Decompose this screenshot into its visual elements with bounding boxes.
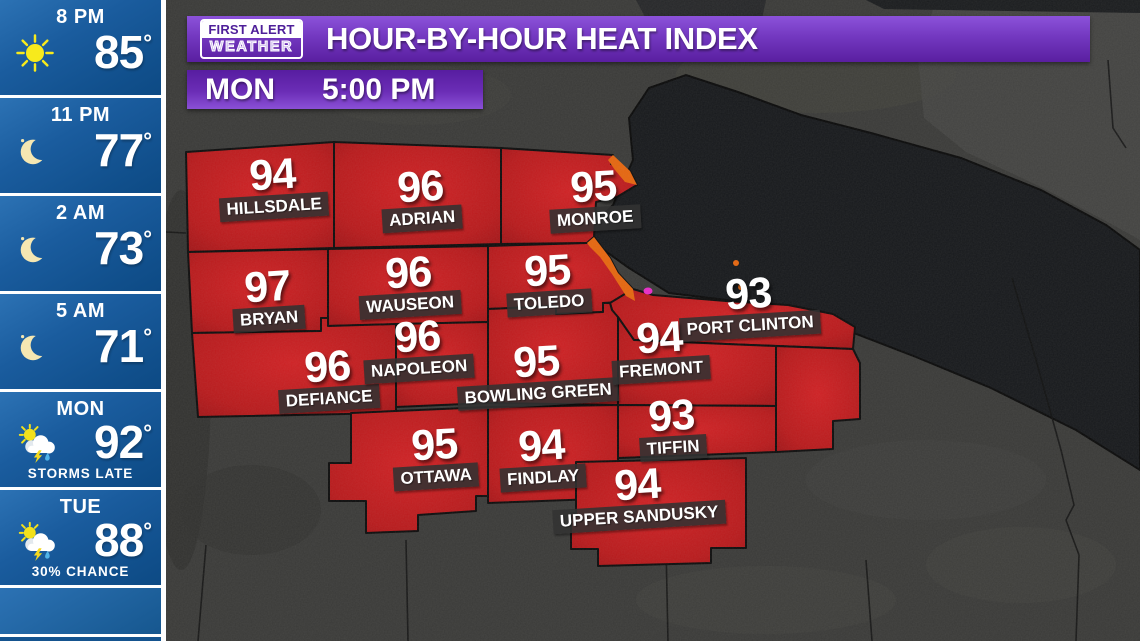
degree-symbol: °	[143, 128, 152, 154]
moon-icon	[16, 232, 50, 266]
forecast-panel-partial	[0, 588, 161, 634]
logo-line2: WEATHER	[209, 38, 294, 55]
forecast-panel-filler	[0, 637, 161, 641]
page-title: HOUR-BY-HOUR HEAT INDEX	[326, 21, 758, 56]
heat-index-map: FIRST ALERT WEATHER HOUR-BY-HOUR HEAT IN…	[166, 0, 1140, 641]
title-banner: FIRST ALERT WEATHER HOUR-BY-HOUR HEAT IN…	[187, 16, 1090, 62]
moon-icon	[16, 330, 50, 364]
storm-icon	[16, 423, 60, 463]
panel-time: TUE	[59, 496, 102, 518]
panel-time: 8 PM	[56, 6, 105, 28]
panel-note: STORMS LATE	[27, 466, 134, 481]
banner-time: 5:00 PM	[322, 72, 436, 106]
sun-icon	[16, 34, 54, 72]
storm-icon	[16, 521, 60, 561]
moon-icon	[16, 134, 50, 168]
forecast-panel-mon: MON 92 °	[0, 392, 161, 487]
panel-time: 5 AM	[55, 300, 106, 322]
panel-time: MON	[56, 398, 105, 420]
panel-temp: 77 °	[94, 124, 152, 177]
panel-temp: 71 °	[94, 320, 152, 373]
panel-temp: 73 °	[94, 222, 152, 275]
day-time-banner: MON 5:00 PM	[187, 70, 483, 109]
logo-line1: FIRST ALERT	[202, 21, 301, 38]
forecast-panel-5am: 5 AM 71 °	[0, 294, 161, 389]
forecast-panel-2am: 2 AM 73 °	[0, 196, 161, 291]
panel-temp: 92 °	[94, 416, 152, 469]
panel-temp: 88 °	[94, 514, 152, 567]
forecast-panel-tue: TUE 88 °	[0, 490, 161, 585]
panel-temp: 85 °	[94, 26, 152, 79]
forecast-panel-8pm: 8 PM 85 °	[0, 0, 161, 95]
degree-symbol: °	[143, 324, 152, 350]
forecast-panel-11pm: 11 PM 77 °	[0, 98, 161, 193]
banner-day: MON	[205, 72, 275, 106]
degree-symbol: °	[143, 226, 152, 252]
first-alert-weather-logo: FIRST ALERT WEATHER	[200, 19, 303, 59]
degree-symbol: °	[143, 30, 152, 56]
panel-time: 11 PM	[50, 104, 111, 126]
degree-symbol: °	[143, 420, 152, 446]
panel-time: 2 AM	[55, 202, 106, 224]
degree-symbol: °	[143, 518, 152, 544]
panel-note: 30% CHANCE	[31, 564, 130, 579]
forecast-sidebar: 8 PM 85 ° 11 PM	[0, 0, 166, 641]
